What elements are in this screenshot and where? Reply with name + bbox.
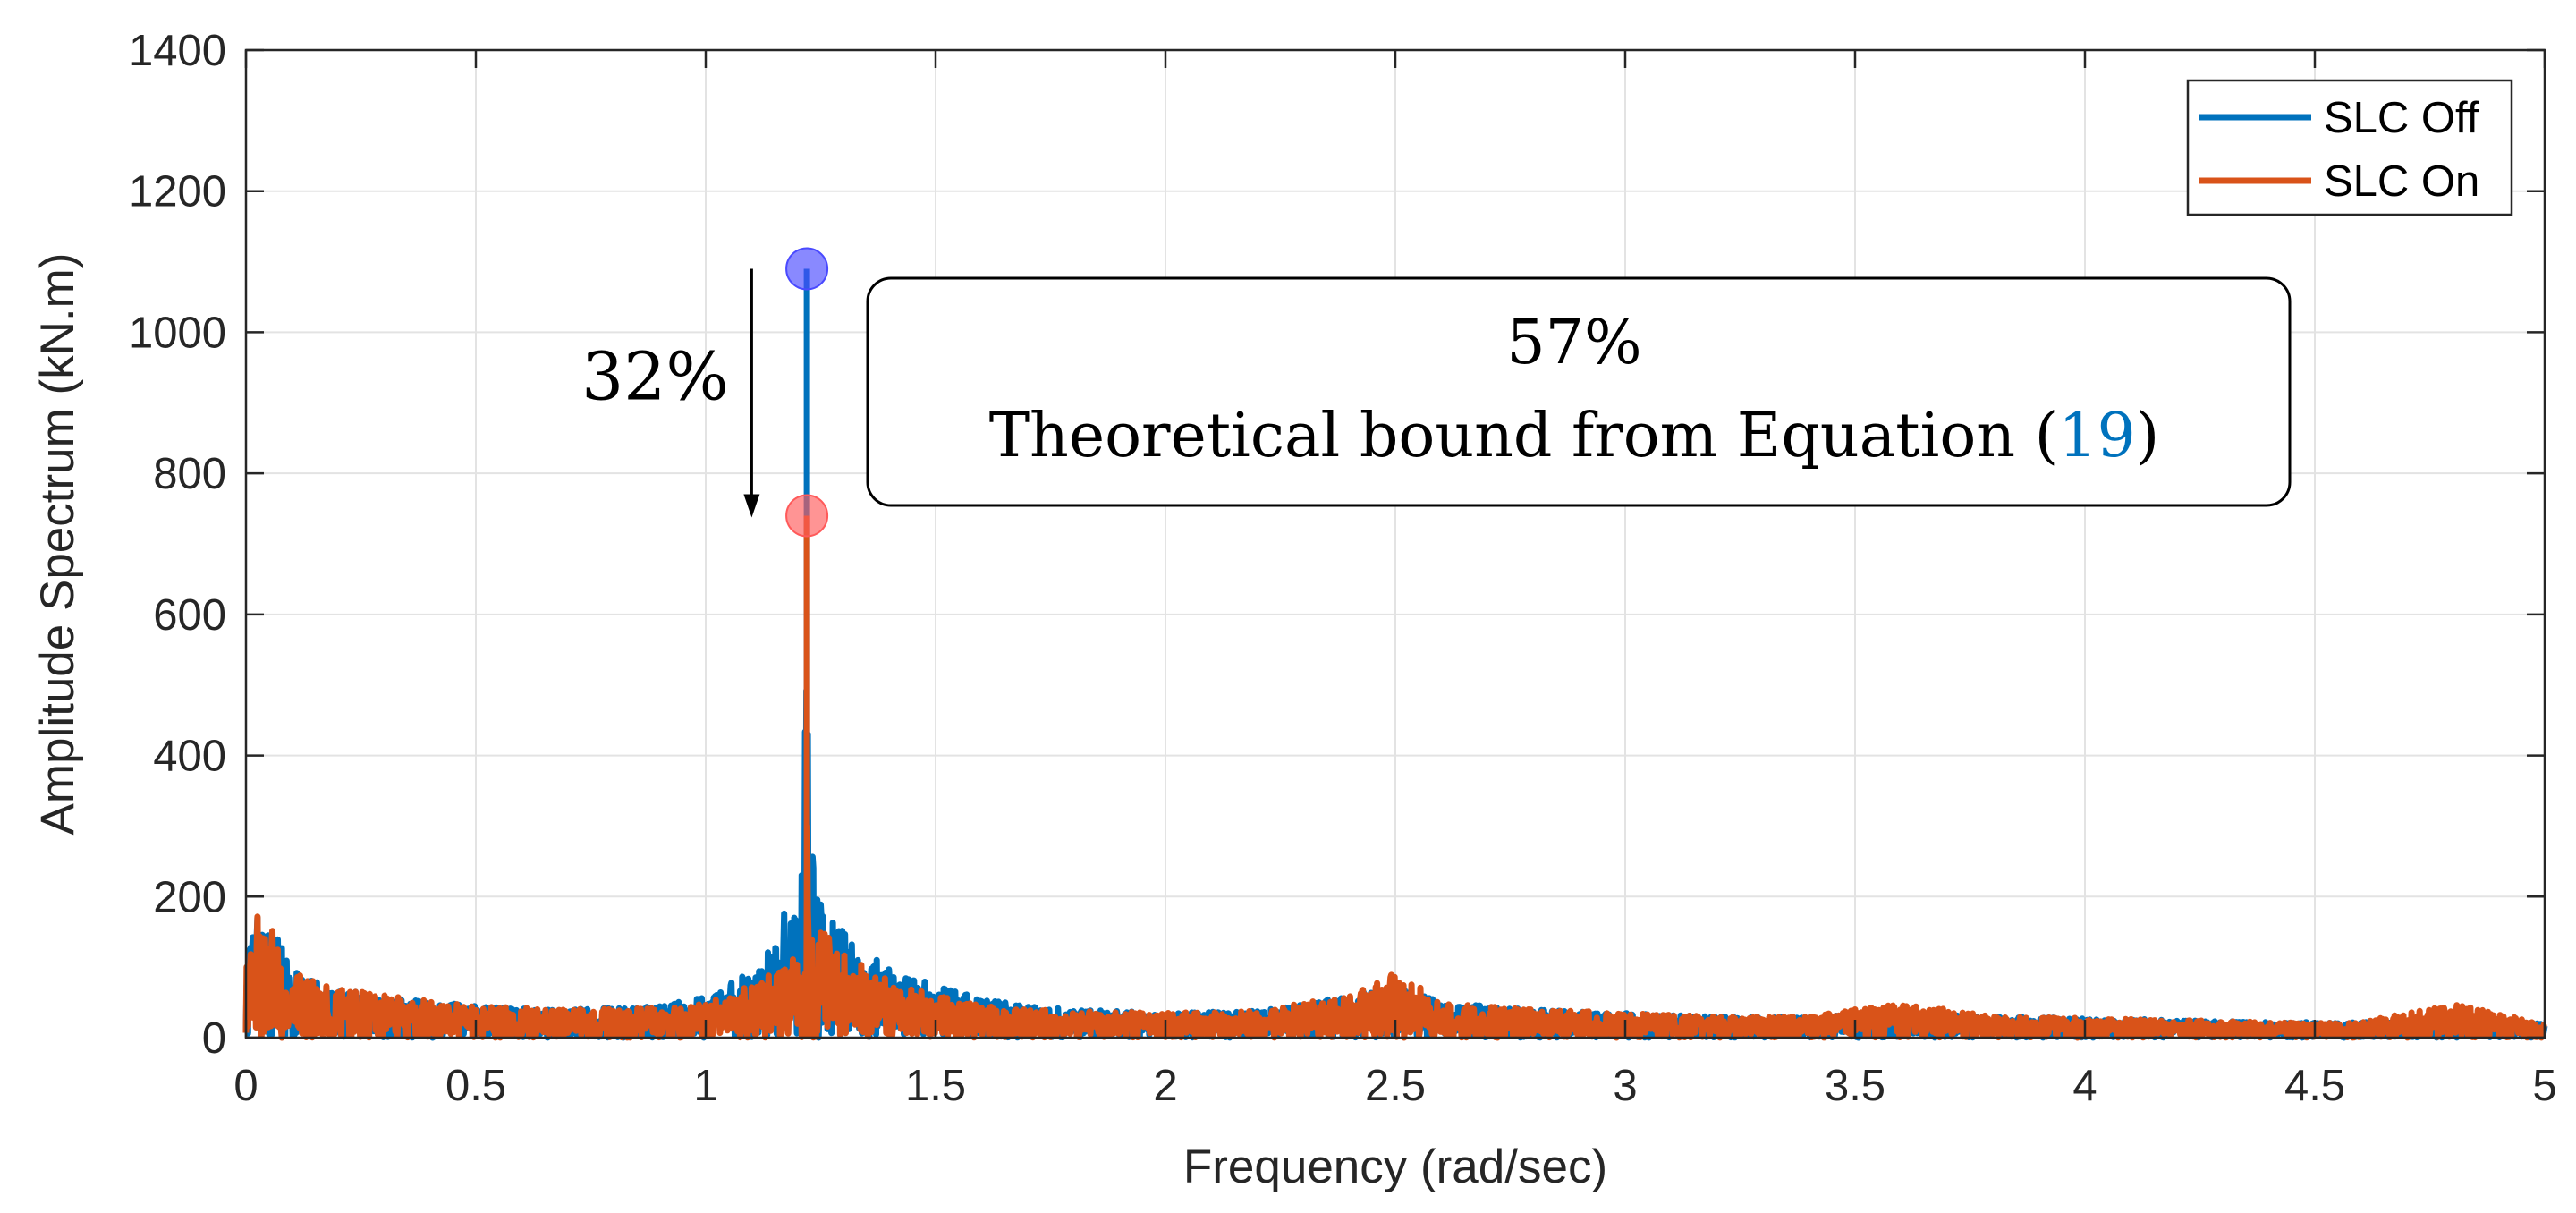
- y-tick-label: 600: [153, 591, 226, 640]
- box-bound-prefix: Theoretical bound from Equation (: [989, 401, 2059, 471]
- x-tick-label: 3: [1613, 1062, 1637, 1110]
- y-axis-ticks: 0 200 400 600 800 1000 1200 1400: [129, 27, 2545, 1063]
- x-tick-label: 1: [693, 1062, 717, 1110]
- y-tick-label: 1200: [129, 168, 226, 216]
- peak-marker-slc-on: [785, 494, 829, 538]
- box-bound-suffix: ): [2136, 401, 2160, 471]
- y-tick-label: 1400: [129, 27, 226, 75]
- legend-label-slc-on: SLC On: [2324, 157, 2479, 206]
- x-tick-label: 4.5: [2284, 1062, 2345, 1110]
- x-tick-label: 1.5: [905, 1062, 966, 1110]
- peak-markers: [785, 247, 829, 538]
- equation-reference-link[interactable]: 19: [2058, 401, 2136, 471]
- box-bound-text: Theoretical bound from Equation (19): [989, 401, 2160, 471]
- x-axis-label: Frequency (rad/sec): [1183, 1141, 1607, 1193]
- x-tick-label: 5: [2532, 1062, 2556, 1110]
- x-tick-label: 0.5: [445, 1062, 506, 1110]
- y-tick-label: 0: [202, 1014, 226, 1063]
- theoretical-bound-box: 57% Theoretical bound from Equation (19): [866, 276, 2292, 507]
- x-tick-label: 2.5: [1365, 1062, 1426, 1110]
- x-tick-label: 3.5: [1825, 1062, 1885, 1110]
- legend: SLC Off SLC On: [2186, 79, 2513, 216]
- y-tick-label: 200: [153, 873, 226, 921]
- x-tick-label: 4: [2072, 1062, 2097, 1110]
- y-axis-label: Amplitude Spectrum (kN.m): [31, 253, 84, 836]
- series-line-slc-on: [242, 515, 2547, 1041]
- y-tick-label: 400: [153, 733, 226, 781]
- peak-marker-slc-off: [785, 247, 829, 291]
- reduction-arrow: [743, 268, 760, 518]
- x-axis-ticks: 0 0.5 1 1.5 2 2.5 3 3.5 4 4.5 5: [233, 50, 2557, 1110]
- y-tick-label: 1000: [129, 309, 226, 357]
- data-series: [242, 268, 2548, 1041]
- x-tick-label: 2: [1153, 1062, 1177, 1110]
- box-percent-text: 57%: [1506, 308, 1641, 378]
- reduction-percent-label: 32%: [581, 338, 728, 415]
- y-tick-label: 800: [153, 450, 226, 498]
- x-tick-label: 0: [233, 1062, 258, 1110]
- legend-label-slc-off: SLC Off: [2324, 94, 2479, 142]
